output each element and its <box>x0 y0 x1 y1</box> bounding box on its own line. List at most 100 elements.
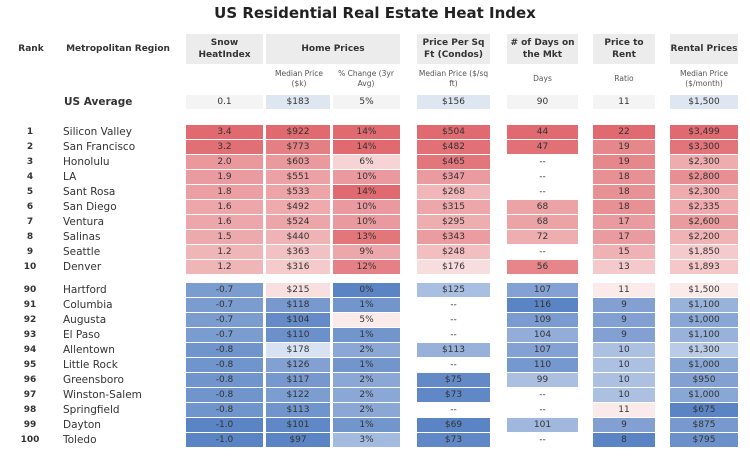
median-cell: $922 <box>266 125 330 139</box>
median-cell: $524 <box>266 215 330 229</box>
rank-cell: 95 <box>23 360 37 370</box>
ratio-cell: 15 <box>593 245 655 259</box>
median-cell: $316 <box>266 260 330 274</box>
median-cell: $97 <box>266 433 330 447</box>
sqft-cell: $75 <box>417 373 490 387</box>
rank-cell: 3 <box>26 157 34 167</box>
snow-cell: 1.2 <box>186 245 263 259</box>
change-cell: 1% <box>333 298 400 312</box>
median-cell: $440 <box>266 230 330 244</box>
rent-cell: $1,100 <box>670 328 738 342</box>
rent-cell: $1,500 <box>670 283 738 297</box>
rank-cell: 7 <box>26 217 34 227</box>
snow-cell: -0.7 <box>186 328 263 342</box>
rank-cell: 92 <box>23 315 37 325</box>
region-cell: Winston-Salem <box>63 389 142 401</box>
change-cell: 13% <box>333 230 400 244</box>
median-cell: $603 <box>266 155 330 169</box>
ratio-cell: 18 <box>593 200 655 214</box>
ratio-cell: 18 <box>593 170 655 184</box>
snow-cell: 1.6 <box>186 200 263 214</box>
page-title: US Residential Real Estate Heat Index <box>214 4 536 22</box>
ratio-cell: 17 <box>593 230 655 244</box>
region-cell: Greensboro <box>63 374 124 386</box>
change-cell: 1% <box>333 418 400 432</box>
rent-cell: $1,893 <box>670 260 738 274</box>
sqft-median-subheader: Median Price ($/sq ft) <box>418 69 489 88</box>
sqft-cell: $315 <box>417 200 490 214</box>
sqft-cell: $176 <box>417 260 490 274</box>
sqft-cell: $248 <box>417 245 490 259</box>
median-cell: $113 <box>266 403 330 417</box>
sqft-cell: -- <box>417 403 490 417</box>
ratio-cell: 19 <box>593 155 655 169</box>
rent-cell: $1,100 <box>670 298 738 312</box>
region-cell: Ventura <box>63 216 105 228</box>
rent-cell: $3,300 <box>670 140 738 154</box>
rank-cell: 97 <box>23 390 37 400</box>
snow-cell: -0.8 <box>186 373 263 387</box>
ratio-cell: 11 <box>593 403 655 417</box>
change-cell: 2% <box>333 343 400 357</box>
days-cell: -- <box>507 403 578 417</box>
region-cell: US Average <box>64 96 133 108</box>
median-cell: $773 <box>266 140 330 154</box>
change-cell: 0% <box>333 283 400 297</box>
median-cell: $118 <box>266 298 330 312</box>
rent-cell: $3,499 <box>670 125 738 139</box>
ratio-cell: 11 <box>593 283 655 297</box>
ratio-cell: 9 <box>593 313 655 327</box>
rent-cell: $1,000 <box>670 313 738 327</box>
days-cell: 101 <box>507 418 578 432</box>
rank-cell: 96 <box>23 375 37 385</box>
days-header-bg <box>507 34 578 64</box>
snow-cell: -0.7 <box>186 283 263 297</box>
pct-change-subheader: % Change (3yr Avg) <box>338 69 394 88</box>
days-cell: -- <box>507 388 578 402</box>
sqft-cell: $465 <box>417 155 490 169</box>
sqft-cell: -- <box>417 358 490 372</box>
rank-cell: 9 <box>26 247 34 257</box>
region-cell: Sant Rosa <box>63 186 116 198</box>
rank-cell: 98 <box>23 405 37 415</box>
rental-header-bg <box>670 34 738 64</box>
snow-header-bg <box>186 34 263 64</box>
sqft-cell: $73 <box>417 433 490 447</box>
rank-cell: 93 <box>23 330 37 340</box>
days-cell: 90 <box>507 95 578 109</box>
days-cell: 47 <box>507 140 578 154</box>
sqft-cell: $482 <box>417 140 490 154</box>
region-cell: Honolulu <box>63 156 110 168</box>
change-cell: 10% <box>333 200 400 214</box>
median-cell: $215 <box>266 283 330 297</box>
snow-cell: 1.8 <box>186 185 263 199</box>
region-cell: Springfield <box>63 404 120 416</box>
region-cell: Augusta <box>63 314 107 326</box>
median-cell: $363 <box>266 245 330 259</box>
region-cell: Hartford <box>63 284 107 296</box>
rank-cell: 2 <box>26 142 34 152</box>
change-cell: 6% <box>333 155 400 169</box>
price-rent-header: Price to Rent <box>604 38 644 60</box>
rent-cell: $1,500 <box>670 95 738 109</box>
sqft-cell: $73 <box>417 388 490 402</box>
change-cell: 14% <box>333 140 400 154</box>
ratio-cell: 9 <box>593 328 655 342</box>
snow-cell: -1.0 <box>186 433 263 447</box>
median-cell: $492 <box>266 200 330 214</box>
days-cell: 68 <box>507 200 578 214</box>
days-cell: 99 <box>507 373 578 387</box>
median-cell: $126 <box>266 358 330 372</box>
change-cell: 10% <box>333 215 400 229</box>
days-cell: 104 <box>507 328 578 342</box>
change-cell: 1% <box>333 358 400 372</box>
days-cell: 107 <box>507 283 578 297</box>
region-cell: El Paso <box>63 329 101 341</box>
region-cell: Silicon Valley <box>63 126 132 138</box>
ratio-cell: 10 <box>593 358 655 372</box>
days-cell: 68 <box>507 215 578 229</box>
median-cell: $101 <box>266 418 330 432</box>
rank-cell: 91 <box>23 300 37 310</box>
days-cell: 116 <box>507 298 578 312</box>
days-header: # of Days on the Mkt <box>510 38 575 60</box>
